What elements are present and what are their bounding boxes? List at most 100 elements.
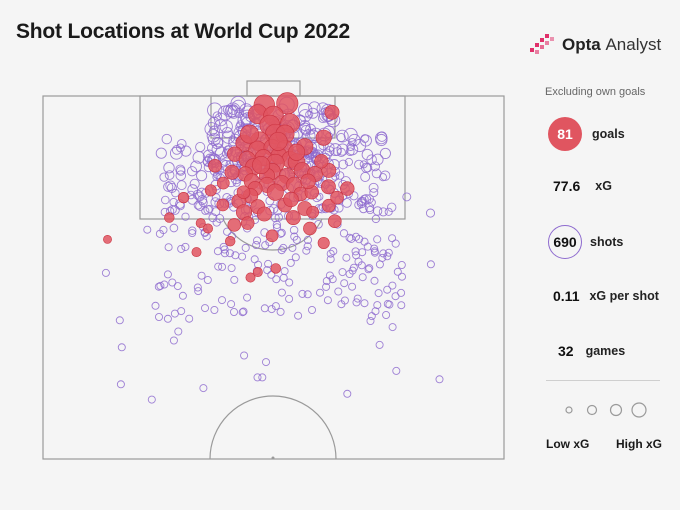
shot-point bbox=[168, 278, 177, 287]
legend-high-xg: High xG bbox=[616, 437, 663, 451]
shot-point bbox=[388, 234, 397, 243]
shot-point bbox=[217, 296, 226, 305]
shot-point bbox=[200, 304, 209, 313]
shot-point bbox=[326, 255, 335, 264]
shot-point bbox=[383, 285, 392, 294]
shot-point bbox=[360, 134, 370, 143]
shot-point bbox=[188, 226, 197, 235]
shot-point bbox=[155, 147, 167, 159]
shot-point bbox=[267, 270, 276, 279]
goal-point bbox=[324, 104, 340, 120]
goal-point bbox=[330, 190, 344, 205]
shot-point bbox=[219, 242, 228, 251]
shot-point bbox=[159, 172, 169, 182]
goal-point bbox=[240, 216, 255, 230]
shot-point bbox=[367, 198, 376, 207]
shot-point bbox=[230, 275, 239, 284]
shot-point bbox=[174, 327, 183, 336]
shot-point bbox=[364, 265, 373, 274]
shot-point bbox=[308, 101, 321, 114]
shot-point bbox=[198, 198, 208, 208]
goal-point bbox=[225, 236, 236, 247]
goal-point bbox=[340, 181, 355, 196]
shot-point bbox=[326, 249, 335, 258]
shot-point bbox=[323, 296, 332, 305]
stat-games: 32 games bbox=[558, 343, 625, 359]
shot-point bbox=[163, 181, 174, 192]
shot-point bbox=[345, 270, 354, 279]
brand-logo-block: Opta Analyst bbox=[530, 34, 661, 56]
shot-point bbox=[373, 235, 382, 244]
shot-point bbox=[347, 234, 356, 243]
stat-xg: 77.6 xG bbox=[553, 178, 612, 194]
shot-point bbox=[164, 243, 173, 252]
shot-point bbox=[201, 206, 210, 215]
shot-point bbox=[187, 184, 199, 195]
shot-point bbox=[308, 306, 317, 315]
shot-point bbox=[175, 143, 185, 153]
shot-point bbox=[185, 314, 194, 323]
shot-point bbox=[391, 239, 400, 248]
shot-point bbox=[207, 102, 223, 118]
shot-point bbox=[177, 307, 186, 316]
goals-badge: 81 bbox=[548, 117, 582, 151]
shot-point bbox=[197, 271, 206, 280]
legend-circle-xs bbox=[565, 406, 573, 414]
shot-point bbox=[379, 249, 388, 258]
stat-shots: 690 shots bbox=[548, 225, 623, 259]
shot-point bbox=[280, 267, 289, 276]
shot-point bbox=[220, 249, 229, 258]
shot-point bbox=[378, 207, 388, 217]
goal-point bbox=[164, 212, 175, 223]
shot-point bbox=[375, 131, 388, 145]
stat-goals: 81 goals bbox=[548, 117, 625, 151]
xg-per-shot-value: 0.11 bbox=[553, 288, 580, 304]
goals-layer bbox=[103, 92, 355, 283]
shot-point bbox=[279, 273, 288, 282]
goals-label: goals bbox=[592, 127, 625, 141]
shot-point bbox=[277, 228, 286, 238]
goal-point bbox=[317, 237, 330, 249]
shot-point bbox=[159, 225, 168, 235]
goal-point bbox=[266, 183, 284, 201]
shot-point bbox=[322, 282, 331, 291]
xg-label: xG bbox=[595, 179, 612, 193]
shot-point bbox=[186, 166, 198, 177]
shot-point bbox=[290, 232, 299, 241]
goal bbox=[246, 80, 301, 97]
shot-point bbox=[346, 142, 356, 151]
goal-point bbox=[191, 247, 202, 258]
shot-point bbox=[380, 170, 391, 181]
shot-point bbox=[367, 312, 376, 321]
goal-point bbox=[320, 179, 336, 195]
shot-point bbox=[379, 147, 391, 159]
shot-point bbox=[368, 182, 379, 193]
goal-point bbox=[208, 158, 222, 173]
shot-point bbox=[348, 133, 361, 147]
shot-point bbox=[332, 147, 342, 156]
shot-point bbox=[238, 308, 247, 317]
shot-point bbox=[298, 103, 313, 118]
shot-point bbox=[336, 132, 346, 143]
shot-point bbox=[339, 229, 349, 238]
stat-xg-per-shot: 0.11 xG per shot bbox=[553, 288, 659, 304]
shot-point bbox=[338, 159, 348, 170]
shot-point bbox=[223, 227, 232, 236]
shot-point bbox=[307, 107, 319, 119]
shot-point bbox=[328, 143, 342, 157]
shot-point bbox=[345, 233, 354, 242]
shot-point bbox=[366, 154, 377, 165]
shot-point bbox=[353, 294, 362, 303]
goal-point bbox=[322, 198, 336, 213]
shot-point bbox=[279, 243, 288, 252]
shot-point bbox=[211, 143, 225, 156]
shot-point bbox=[116, 380, 125, 389]
goal-point bbox=[204, 184, 217, 197]
shot-point bbox=[252, 240, 261, 250]
shot-point bbox=[358, 248, 367, 257]
shot-point bbox=[329, 247, 338, 256]
shot-point bbox=[239, 307, 248, 316]
shot-point bbox=[212, 111, 222, 121]
shot-point bbox=[294, 311, 303, 320]
